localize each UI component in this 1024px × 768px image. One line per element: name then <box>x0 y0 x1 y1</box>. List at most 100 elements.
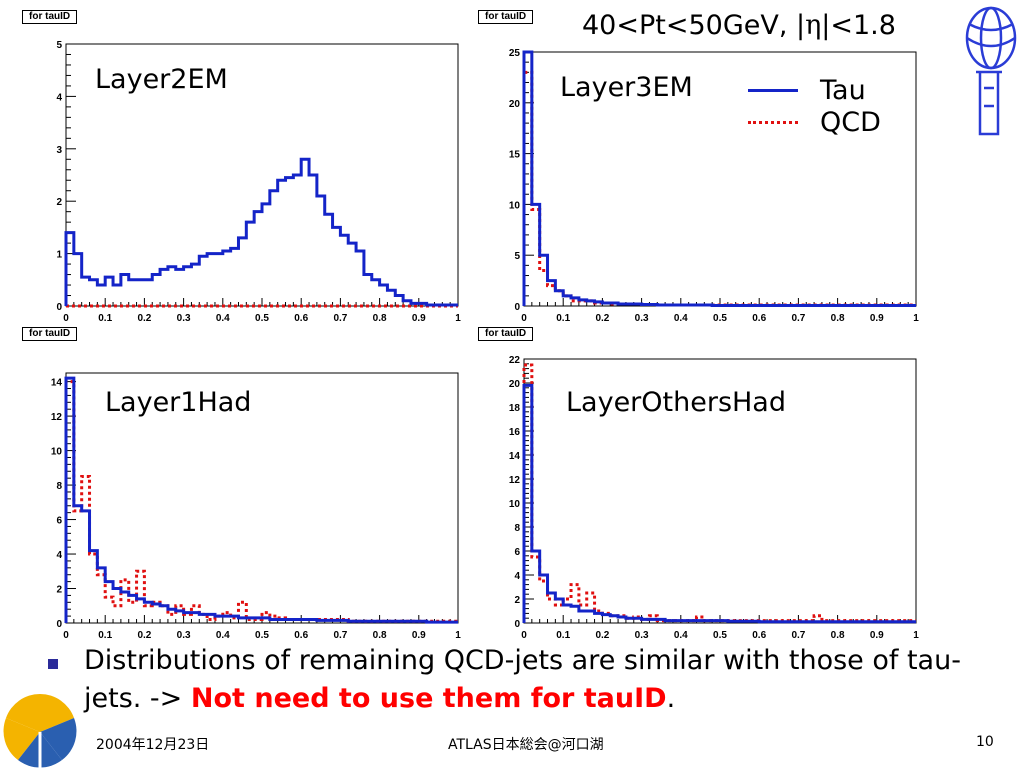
x-tick-label: 0.5 <box>255 313 269 324</box>
x-tick-label: 0.8 <box>831 630 845 641</box>
legend: Tau QCD <box>748 74 881 138</box>
histogram-panel-layerothershad: for tauID 0 0.1 0.2 0.3 0.4 0.5 0.6 0.7 0.8 0.9 1 0… <box>470 325 930 645</box>
y-tick-label: 12 <box>51 412 63 423</box>
y-tick-label: 3 <box>56 145 62 156</box>
legend-swatch-qcd <box>748 120 798 124</box>
y-tick-label: 22 <box>509 355 521 366</box>
x-tick-label: 0.4 <box>674 313 688 324</box>
footer-event: ATLAS日本総会@河口湖 <box>448 737 604 753</box>
y-tick-label: 0 <box>514 302 520 313</box>
chart-svg: 0 0.1 0.2 0.3 0.4 0.5 0.6 0.7 0.8 0.9 1 0 1 2 3 4 5 <box>56 40 461 324</box>
x-tick-label: 0.8 <box>831 313 845 324</box>
x-tick-label: 0.6 <box>294 630 308 641</box>
legend-swatch-tau <box>748 88 798 92</box>
y-tick-label: 16 <box>509 427 521 438</box>
y-tick-label: 18 <box>509 403 521 414</box>
x-tick-label: 0.9 <box>870 630 884 641</box>
x-tick-label: 0 <box>63 313 69 324</box>
bullet-point: Distributions of remaining QCD-jets are … <box>48 642 1008 718</box>
x-tick-label: 0.5 <box>255 630 269 641</box>
y-tick-label: 6 <box>56 516 62 527</box>
x-tick-label: 0.6 <box>752 313 766 324</box>
x-tick-label: 1 <box>455 630 461 641</box>
y-tick-label: 20 <box>509 99 521 110</box>
x-tick-label: 0.3 <box>177 313 191 324</box>
x-tick-label: 1 <box>913 630 919 641</box>
y-tick-label: 12 <box>509 475 521 486</box>
y-tick-label: 8 <box>56 481 62 492</box>
x-tick-label: 0.8 <box>373 630 387 641</box>
x-tick-label: 0.4 <box>216 313 230 324</box>
x-tick-label: 0.4 <box>216 630 230 641</box>
y-tick-label: 6 <box>514 547 520 558</box>
bullet-text: Distributions of remaining QCD-jets are … <box>84 645 961 714</box>
x-tick-label: 0.9 <box>412 313 426 324</box>
bullet-square-icon <box>48 659 58 669</box>
legend-item-tau: Tau <box>748 74 881 106</box>
x-tick-label: 0.7 <box>333 630 347 641</box>
histogram-panel-layer1had: for tauID 0 0.1 0.2 0.3 0.4 0.5 0.6 0.7 0.8 0.9 1 0… <box>0 325 470 645</box>
atlas-logo-icon <box>965 6 1017 136</box>
x-tick-label: 0.6 <box>752 630 766 641</box>
legend-item-qcd: QCD <box>748 106 881 138</box>
x-tick-label: 0.9 <box>870 313 884 324</box>
y-tick-label: 8 <box>514 523 520 534</box>
y-tick-label: 0 <box>56 302 62 313</box>
legend-label-qcd: QCD <box>820 106 881 138</box>
x-tick-label: 0.3 <box>635 313 649 324</box>
plot-title: LayerOthersHad <box>566 387 786 418</box>
y-tick-label: 4 <box>56 92 62 103</box>
y-tick-label: 4 <box>56 550 62 561</box>
x-tick-label: 0 <box>63 630 69 641</box>
y-tick-label: 1 <box>56 250 62 261</box>
x-tick-label: 0.4 <box>674 630 688 641</box>
chart-svg: 0 0.1 0.2 0.3 0.4 0.5 0.6 0.7 0.8 0.9 102468101214… <box>509 355 919 641</box>
x-tick-label: 0.2 <box>137 630 151 641</box>
y-tick-label: 10 <box>509 499 521 510</box>
kinematic-cut-label: 40<Pt<50GeV, |η|<1.8 <box>582 10 896 41</box>
x-tick-label: 0.1 <box>556 313 570 324</box>
histogram-panel-layer3em: for tauID 0 0.1 0.2 0.3 0.4 0.5 0.6 0.7 0.8 0.9 1 0… <box>470 8 930 328</box>
x-tick-label: 0 <box>521 630 527 641</box>
x-tick-label: 0.6 <box>294 313 308 324</box>
bullet-emphasis: Not need to use them for tauID <box>190 683 667 714</box>
series-tau-histogram <box>64 376 458 624</box>
plot-title: Layer1Had <box>105 387 252 418</box>
ginkgo-logo-icon <box>3 693 77 768</box>
panel-tag: for tauID <box>478 327 534 341</box>
y-tick-label: 14 <box>509 451 521 462</box>
y-tick-label: 0 <box>56 619 62 630</box>
plot-title: Layer3EM <box>560 72 693 103</box>
legend-label-tau: Tau <box>820 74 866 106</box>
y-tick-label: 2 <box>514 595 520 606</box>
y-tick-label: 2 <box>56 197 62 208</box>
x-tick-label: 0.2 <box>595 630 609 641</box>
x-tick-label: 1 <box>455 313 461 324</box>
x-tick-label: 0.2 <box>595 313 609 324</box>
y-tick-label: 20 <box>509 379 521 390</box>
y-tick-label: 2 <box>56 585 62 596</box>
plot-title: Layer2EM <box>95 64 228 95</box>
x-tick-label: 0.7 <box>791 313 805 324</box>
y-tick-label: 25 <box>509 48 521 59</box>
x-tick-label: 0.5 <box>713 630 727 641</box>
x-tick-label: 1 <box>913 313 919 324</box>
x-tick-label: 0 <box>521 313 527 324</box>
y-tick-label: 0 <box>514 619 520 630</box>
series-tau-histogram <box>522 50 916 307</box>
x-tick-label: 0.7 <box>791 630 805 641</box>
x-tick-label: 0.1 <box>98 630 112 641</box>
x-tick-label: 0.5 <box>713 313 727 324</box>
panel-tag: for tauID <box>22 327 78 341</box>
y-tick-label: 10 <box>51 447 63 458</box>
x-tick-label: 0.1 <box>98 313 112 324</box>
x-tick-label: 0.3 <box>635 630 649 641</box>
series-tau-histogram <box>522 383 916 624</box>
histogram-panel-layer2em: for tauID 0 0.1 0.2 0.3 0.4 0.5 0.6 0.7 0.8 0.9 1 0… <box>0 8 470 328</box>
x-tick-label: 0.9 <box>412 630 426 641</box>
x-tick-label: 0.1 <box>556 630 570 641</box>
y-tick-label: 15 <box>509 150 521 161</box>
panel-tag: for tauID <box>478 10 534 24</box>
